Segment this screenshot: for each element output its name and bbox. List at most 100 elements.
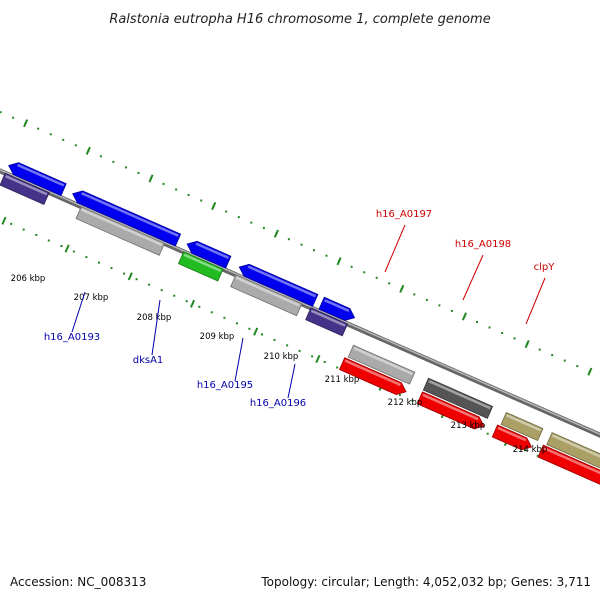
gene-feature[interactable]	[546, 432, 600, 479]
gene-feature[interactable]	[0, 172, 50, 206]
ring-tick	[336, 257, 342, 266]
gene-label-dksa1[interactable]: dksA1	[133, 355, 164, 366]
feature-highlight	[5, 174, 48, 196]
kbp-label: 206 kbp	[11, 274, 46, 284]
label-leader-line	[525, 277, 546, 325]
gene-dksa1[interactable]	[177, 251, 224, 282]
ring-dot	[250, 221, 253, 224]
ruler-dot	[248, 327, 251, 330]
ruler-dot	[85, 256, 88, 259]
ruler-dot	[536, 454, 539, 457]
feature-highlight	[195, 242, 230, 260]
gene-labels: h16_A0193 dksA1 h16_A0195 h16_A0196 h16_A019…	[44, 209, 555, 409]
ring-tick	[587, 367, 593, 376]
label-leader-line	[234, 337, 244, 382]
ruler-tick	[315, 354, 321, 364]
ruler-dot	[10, 222, 13, 225]
ring-tick	[85, 146, 91, 155]
gene-label-h16-a0198[interactable]: h16_A0198	[455, 239, 511, 250]
gene-feature[interactable]	[8, 162, 67, 197]
ring-dot	[388, 282, 391, 285]
ruler-dot	[261, 333, 263, 336]
ring-dot	[425, 298, 428, 301]
ring-dot	[476, 321, 478, 323]
gene-h16-a0197[interactable]	[347, 344, 416, 385]
gene-label-h16-a0193[interactable]: h16_A0193	[44, 332, 100, 343]
ruler-dot	[98, 261, 100, 264]
ruler-dot	[35, 234, 38, 236]
gene-clpy[interactable]	[491, 424, 533, 451]
ring-dot	[237, 216, 240, 219]
ruler-dot	[311, 355, 314, 358]
ring-dot	[112, 160, 115, 163]
ring-tick	[23, 119, 29, 128]
ruler-dot	[123, 272, 126, 275]
ruler-dot	[273, 338, 276, 341]
kbp-label: 213 kbp	[451, 421, 486, 431]
gene-label-clpy[interactable]: clpY	[534, 262, 556, 273]
ruler-dot	[286, 344, 289, 347]
ring-dot	[563, 359, 566, 362]
accession-text: Accession: NC_008313	[10, 575, 146, 589]
gene-h16-a0196[interactable]	[305, 307, 349, 337]
kbp-label: 214 kbp	[513, 445, 548, 455]
ring-dot	[551, 354, 554, 357]
ring-tick	[273, 229, 279, 238]
gene-h16-a0195[interactable]	[230, 274, 303, 317]
gene-label-h16-a0196[interactable]: h16_A0196	[250, 398, 306, 409]
ring-dot	[49, 133, 52, 136]
ring-dot	[513, 337, 516, 340]
feature-highlight	[543, 446, 600, 475]
ruler-dot	[185, 300, 188, 303]
ring-dot	[413, 293, 416, 296]
gene-label-h16-a0197[interactable]: h16_A0197	[376, 209, 432, 220]
kbp-label: 207 kbp	[74, 293, 109, 303]
ruler-dot	[72, 250, 75, 253]
gene-h16-a0197[interactable]	[338, 357, 407, 396]
ring-tick	[148, 174, 154, 183]
gene-dksa1[interactable]	[186, 240, 232, 269]
feature-highlight	[422, 393, 479, 421]
ring-dot	[300, 243, 303, 246]
feature-highlight	[497, 426, 527, 442]
ring-dot	[74, 144, 77, 147]
kbp-label: 209 kbp	[200, 332, 235, 342]
feature-highlight	[428, 379, 491, 410]
ring-tick	[461, 312, 467, 321]
ring-dot	[538, 348, 541, 351]
topology-summary: Topology: circular; Length: 4,052,032 bp…	[260, 575, 591, 589]
feature-highlight	[551, 434, 600, 458]
ruler-dot	[235, 322, 238, 325]
ring-dot	[200, 199, 203, 202]
gene-label-h16-a0195[interactable]: h16_A0195	[197, 380, 253, 391]
gene-h16-a0198[interactable]	[422, 377, 494, 419]
ruler-dot	[22, 228, 25, 231]
ruler-tick	[64, 244, 70, 253]
gene-h16-a0193[interactable]	[75, 206, 166, 256]
ring-dot	[450, 309, 453, 312]
backbone-line	[0, 168, 600, 438]
ring-tick	[211, 201, 217, 211]
ring-dot	[325, 254, 328, 257]
outer-dotted-ring	[0, 111, 593, 376]
ring-dot	[12, 116, 15, 119]
gene-h16-a0198[interactable]	[416, 391, 485, 430]
feature-highlight	[81, 208, 163, 247]
gene-feature[interactable]	[537, 444, 600, 489]
chromosome-backbone	[0, 168, 600, 438]
feature-highlight	[506, 414, 542, 432]
feature-highlight	[17, 163, 65, 187]
ring-dot	[350, 265, 353, 268]
ruler-dot	[148, 283, 151, 286]
gene-h16-a0193[interactable]	[72, 190, 182, 247]
gene-h16-a0196[interactable]	[318, 296, 356, 321]
kbp-tick-labels: 206 kbp 207 kbp 208 kbp 209 kbp 210 kbp 211 k…	[11, 274, 548, 455]
ring-dot	[313, 249, 315, 252]
ruler-dot	[411, 399, 414, 402]
ruler-tick	[189, 299, 196, 308]
ring-tick	[524, 339, 530, 349]
ring-dot	[37, 127, 40, 130]
gene-h16-a0195[interactable]	[238, 263, 319, 307]
gene-clpy[interactable]	[500, 411, 544, 442]
ruler-tick	[127, 272, 133, 281]
